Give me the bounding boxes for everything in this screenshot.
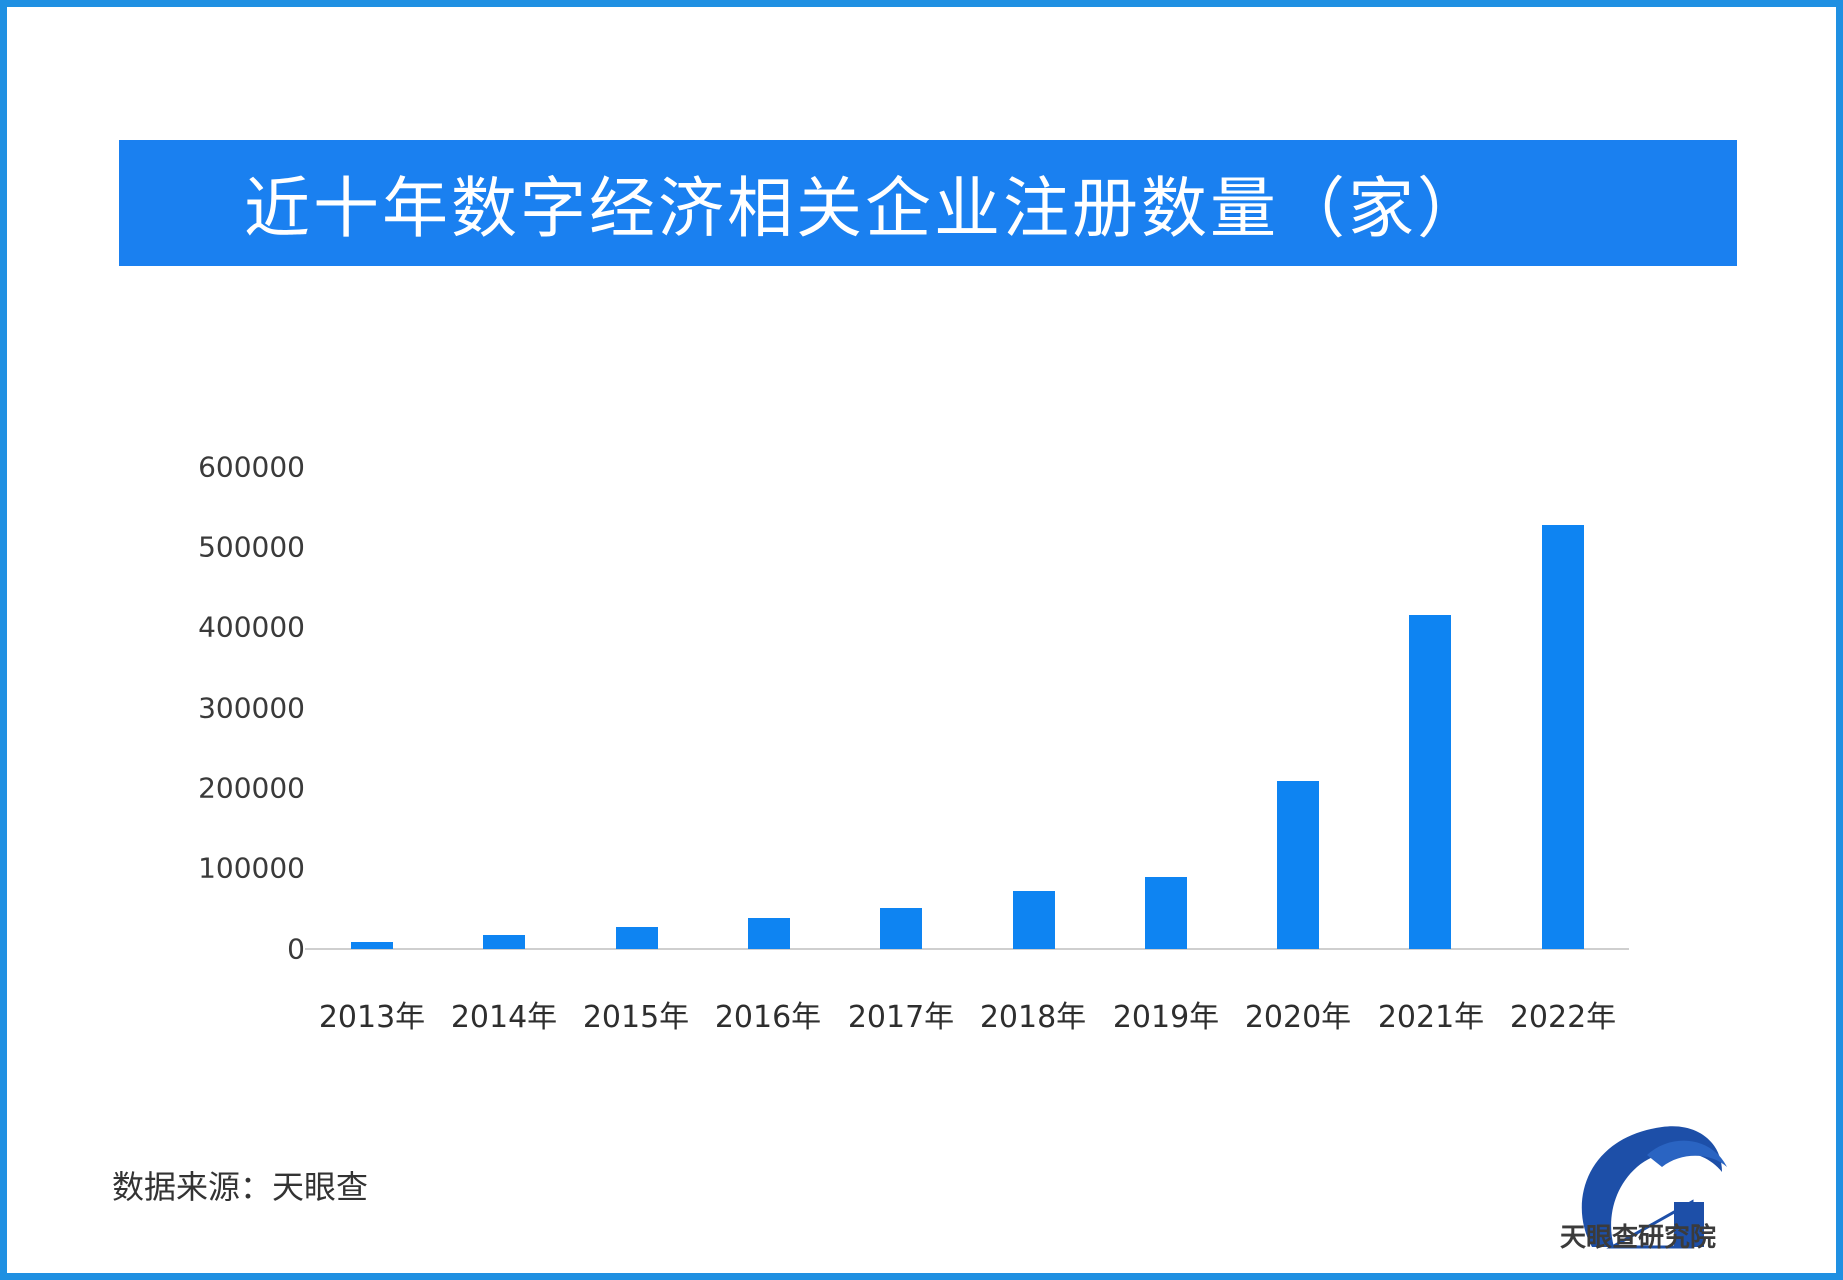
- x-tick-label: 2017年: [847, 1000, 955, 1035]
- bar-2019年: [1145, 877, 1187, 949]
- title-banner: 近十年数字经济相关企业注册数量（家）: [119, 140, 1737, 266]
- x-tick-label: 2022年: [1509, 1000, 1617, 1035]
- y-tick-label: 200000: [198, 771, 305, 805]
- x-tick-label: 2014年: [450, 1000, 558, 1035]
- bar-2015年: [616, 927, 658, 949]
- y-tick-label: 500000: [198, 530, 305, 564]
- y-tick-label: 100000: [198, 851, 305, 885]
- tianyancha-logo-icon: [1581, 1126, 1727, 1249]
- bar-2021年: [1409, 615, 1451, 949]
- x-tick-label: 2016年: [714, 1000, 822, 1035]
- bar-2013年: [351, 942, 393, 949]
- bar-2020年: [1277, 781, 1319, 949]
- x-tick-label: 2013年: [318, 1000, 426, 1035]
- bar-2018年: [1013, 891, 1055, 949]
- y-tick-label: 300000: [198, 691, 305, 725]
- y-tick-label: 400000: [198, 610, 305, 644]
- x-tick-label: 2020年: [1244, 1000, 1352, 1035]
- y-tick-label: 600000: [198, 450, 305, 484]
- x-tick-label: 2018年: [979, 1000, 1087, 1035]
- bar-2016年: [748, 918, 790, 949]
- bar-2022年: [1542, 525, 1584, 949]
- x-tick-label: 2021年: [1377, 1000, 1485, 1035]
- x-tick-label: 2015年: [582, 1000, 690, 1035]
- data-source-note: 数据来源：天眼查: [112, 1168, 369, 1206]
- bar-2017年: [880, 908, 922, 949]
- logo-caption: 天眼查研究院: [1560, 1223, 1717, 1253]
- x-tick-label: 2019年: [1112, 1000, 1220, 1035]
- bar-2014年: [483, 935, 525, 949]
- x-axis-line: [305, 948, 1629, 950]
- chart-title: 近十年数字经济相关企业注册数量（家）: [244, 170, 1486, 247]
- y-tick-label: 0: [287, 932, 305, 966]
